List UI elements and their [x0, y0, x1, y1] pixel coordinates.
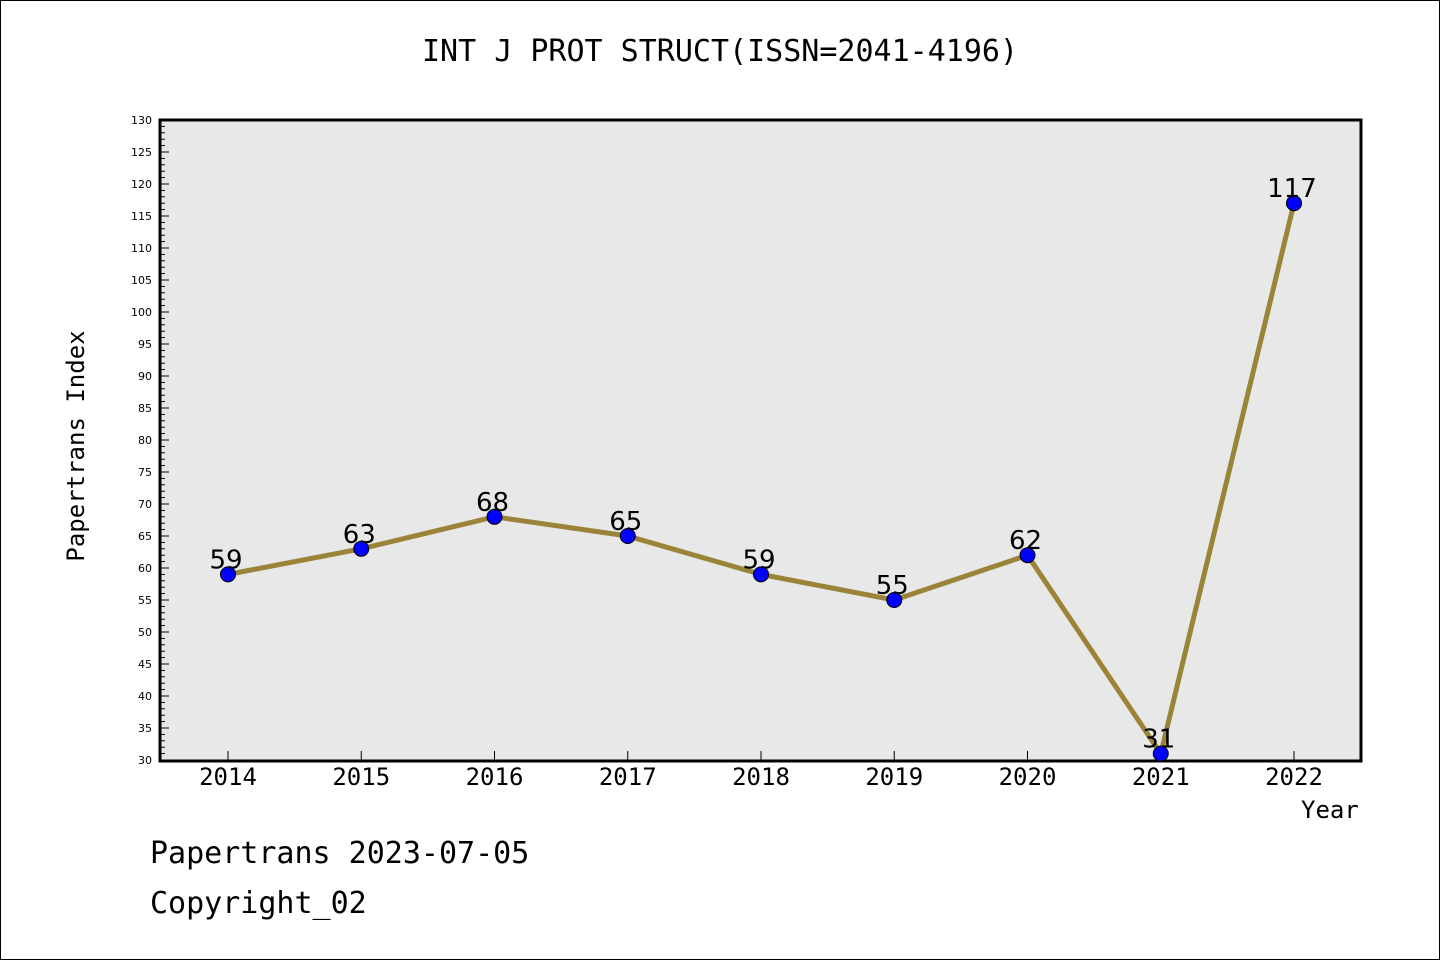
x-tick-label: 2020	[999, 763, 1057, 791]
x-tick-label: 2014	[199, 763, 257, 791]
chart-title: INT J PROT STRUCT(ISSN=2041-4196)	[421, 34, 1019, 69]
x-tick-label: 2018	[732, 763, 790, 791]
footer-date: Papertrans 2023-07-05	[150, 836, 530, 871]
y-tick-label: 65	[138, 530, 152, 543]
data-label: 62	[1009, 526, 1042, 556]
y-tick-label: 120	[131, 178, 152, 191]
y-tick-label: 80	[138, 434, 152, 447]
data-point	[220, 566, 236, 583]
y-axis-title: Papertrans Index	[62, 330, 90, 562]
data-point	[1019, 547, 1036, 564]
y-tick-label: 55	[138, 594, 152, 607]
x-tick-label: 2016	[466, 763, 524, 791]
y-tick-label: 90	[138, 370, 152, 383]
x-tick-label: 2022	[1265, 763, 1323, 791]
data-label: 63	[343, 520, 376, 550]
y-tick-label: 45	[138, 658, 152, 671]
plot-area	[158, 118, 1363, 763]
data-label: 31	[1142, 725, 1175, 755]
data-point	[753, 566, 769, 583]
data-point	[353, 540, 370, 557]
data-label: 65	[609, 507, 642, 537]
data-point	[1286, 195, 1302, 212]
y-tick-label: 35	[138, 722, 152, 735]
data-labels-group: 59 63 68 65 59 55 62 31 117	[209, 174, 1316, 754]
data-point	[1152, 745, 1169, 762]
y-tick-label: 70	[138, 498, 152, 511]
y-tick-label: 60	[138, 562, 152, 575]
y-tick-label: 40	[138, 690, 152, 703]
y-axis-ticks: 30 35 40 45 50 55 60 65 70 75 80 85 90 95 100 105 110 115…	[131, 114, 169, 767]
y-tick-label: 110	[131, 242, 152, 255]
x-axis-title: Year	[1301, 796, 1359, 824]
x-tick-label: 2017	[599, 763, 657, 791]
x-tick-label: 2019	[865, 763, 923, 791]
y-tick-label: 30	[138, 754, 152, 767]
y-tick-label: 95	[138, 338, 152, 351]
y-tick-label: 75	[138, 466, 152, 479]
y-tick-label: 130	[131, 114, 152, 127]
data-label: 117	[1267, 174, 1317, 204]
data-point	[619, 528, 636, 544]
x-axis-ticks: 2014 2015 2016 2017 2018 2019 2020 2021 2022	[199, 751, 1323, 791]
data-point	[486, 508, 503, 525]
x-tick-label: 2015	[332, 763, 390, 791]
x-tick-label: 2021	[1132, 763, 1190, 791]
y-tick-label: 100	[131, 306, 152, 319]
data-label: 59	[209, 545, 242, 575]
data-point	[886, 592, 903, 608]
data-label: 59	[742, 545, 775, 575]
series-group	[220, 195, 1302, 762]
y-tick-label: 105	[131, 274, 152, 287]
y-tick-label: 115	[131, 210, 152, 223]
footer-copyright: Copyright_02	[150, 886, 367, 921]
y-tick-label: 50	[138, 626, 152, 639]
y-tick-label: 85	[138, 402, 152, 415]
data-label: 68	[476, 488, 509, 518]
data-label: 55	[876, 571, 909, 601]
y-tick-label: 125	[131, 146, 152, 159]
